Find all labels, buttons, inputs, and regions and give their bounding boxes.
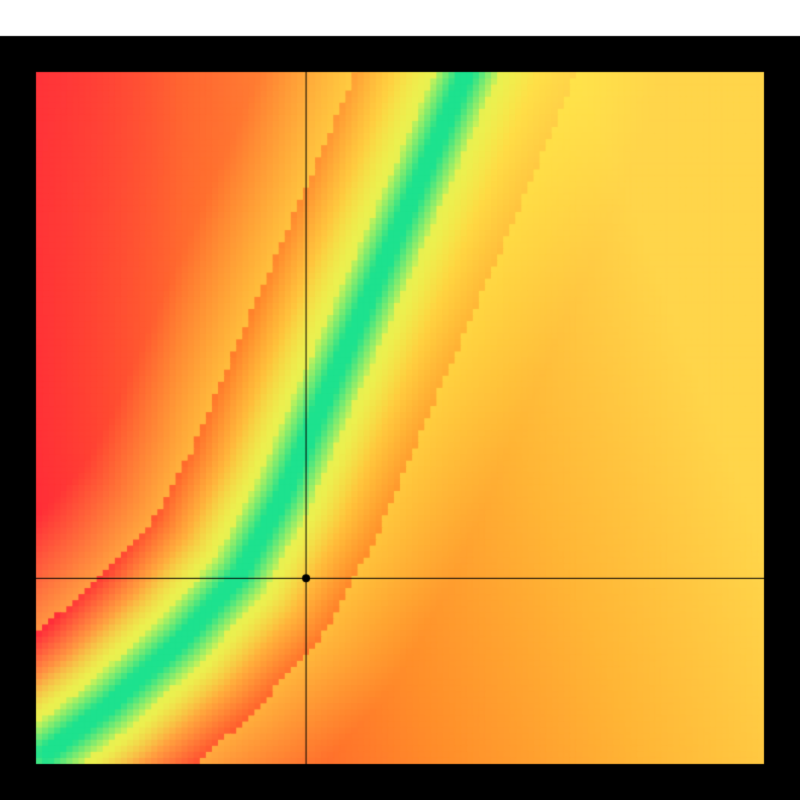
chart-container: TheBottleneck.com (0, 0, 800, 800)
heatmap-canvas (0, 0, 800, 800)
